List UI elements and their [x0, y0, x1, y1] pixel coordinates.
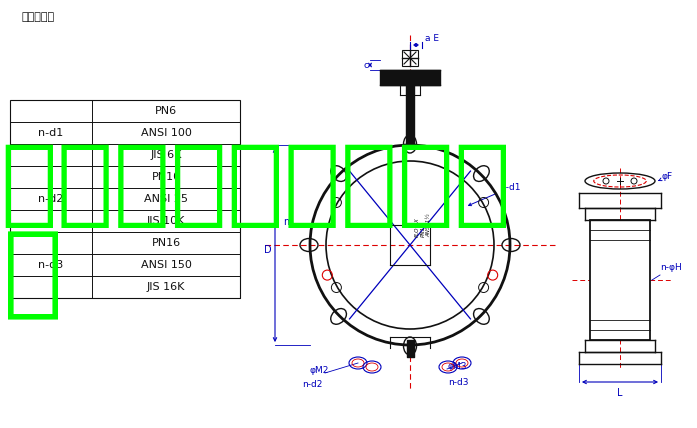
Text: PN6: PN6 [155, 106, 177, 116]
Text: n-d3: n-d3 [38, 260, 63, 270]
Text: φM3: φM3 [448, 362, 468, 371]
Bar [10, 100, 240, 298]
Text: ANSI 100: ANSI 100 [141, 128, 192, 138]
Text: JIS 10K: JIS 10K [147, 216, 185, 226]
Text: PN16: PN16 [151, 238, 181, 248]
Text: 时尚芭莎明星慈善夜: 时尚芭莎明星慈善夜 [0, 139, 511, 231]
Text: n-d1: n-d1 [468, 183, 521, 205]
Text: D: D [264, 245, 272, 255]
Text: ANSI 150: ANSI 150 [141, 260, 192, 270]
Text: n-φH: n-φH [660, 264, 682, 273]
Text: ANSI 25: ANSI 25 [144, 194, 188, 204]
Text: PN10: PN10 [151, 172, 181, 182]
Text: n-d2: n-d2 [302, 380, 323, 389]
Text: JIS 16K: JIS 16K [147, 282, 185, 292]
Text: n-d3: n-d3 [448, 378, 468, 387]
Text: n-d2: n-d2 [38, 194, 63, 204]
Text: JIS 6K: JIS 6K [151, 150, 182, 160]
Text: a E: a E [425, 34, 439, 43]
Text: φM2: φM2 [310, 366, 330, 375]
Text: φF: φF [659, 172, 673, 181]
Text: FLOWX
PN10
ANSI 1½: FLOWX PN10 ANSI 1½ [415, 213, 431, 237]
Text: L: L [618, 388, 622, 398]
Text: 适用法兰：: 适用法兰： [22, 12, 55, 22]
Bar [590, 220, 650, 340]
Text: c: c [363, 60, 368, 69]
Text: n-d1: n-d1 [38, 128, 63, 138]
Text: m: m [283, 217, 293, 227]
Text: ，: ， [3, 226, 63, 324]
Bar [402, 50, 418, 66]
